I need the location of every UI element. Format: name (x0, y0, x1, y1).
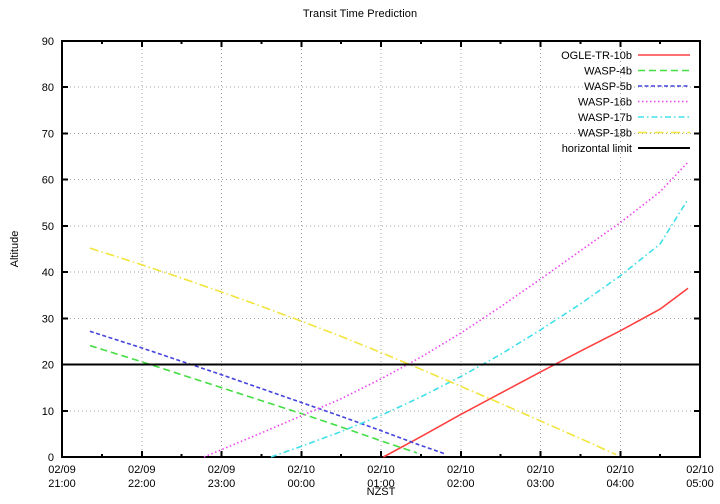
y-tick-label: 40 (42, 267, 54, 279)
x-tick-label-time: 22:00 (128, 478, 156, 490)
x-tick-label-date: 02/10 (287, 464, 315, 476)
x-tick-label-time: 23:00 (208, 478, 236, 490)
plot-frame (61, 40, 701, 458)
y-axis-tick-labels: 0 10 20 30 40 50 60 70 80 90 (42, 36, 54, 464)
x-tick-label-date: 02/09 (208, 464, 236, 476)
y-tick-label: 50 (42, 221, 54, 233)
legend-label-4: WASP-17b (578, 112, 632, 124)
y-tick-label: 30 (42, 313, 54, 325)
y-tick-label: 80 (42, 82, 54, 94)
x-tick-label-time: 01:00 (367, 478, 395, 490)
y-axis-label: Altitude (9, 231, 21, 268)
legend-label-2: WASP-5b (584, 81, 632, 93)
y-tick-label: 90 (42, 36, 54, 48)
legend-label-5: WASP-18b (578, 128, 632, 140)
x-tick-label-time: 03:00 (527, 478, 555, 490)
x-tick-label-time: 21:00 (48, 478, 76, 490)
data-series-layer (62, 161, 700, 458)
x-axis-label: NZST (367, 486, 396, 498)
series-line-4 (270, 198, 689, 458)
x-axis-tick-labels: 02/09 21:00 02/09 22:00 02/09 23:00 02/10 00:00… (48, 464, 714, 490)
series-line-0 (383, 287, 689, 458)
x-tick-label-date: 02/09 (128, 464, 156, 476)
series-line-1 (89, 344, 418, 454)
y-tick-label: 60 (42, 175, 54, 187)
x-tick-label-date: 02/10 (686, 464, 714, 476)
chart-title: Transit Time Prediction (302, 8, 418, 20)
x-tick-label-date: 02/10 (367, 464, 395, 476)
legend-label-3: WASP-16b (578, 97, 632, 109)
y-tick-label: 10 (42, 406, 54, 418)
x-tick-label-time: 00:00 (287, 478, 315, 490)
series-line-5 (89, 247, 617, 456)
x-tick-label-date: 02/10 (447, 464, 475, 476)
series-line-3 (203, 161, 689, 458)
legend-label-1: WASP-4b (584, 66, 632, 78)
x-tick-label-date: 02/10 (606, 464, 634, 476)
chart-legend: OGLE-TR-10b WASP-4b WASP-5b WASP-16b WASP-17… (561, 50, 690, 155)
y-tick-label: 0 (48, 452, 54, 464)
x-tick-label-date: 02/10 (527, 464, 555, 476)
axis-names: NZST Altitude (9, 231, 396, 498)
legend-label-6: horizontal limit (562, 143, 632, 155)
series-line-2 (89, 330, 446, 455)
x-tick-label-time: 04:00 (606, 478, 634, 490)
y-tick-label: 70 (42, 128, 54, 140)
grid-lines (62, 40, 700, 457)
legend-label-0: OGLE-TR-10b (561, 50, 632, 62)
x-tick-label-time: 05:00 (686, 478, 714, 490)
y-tick-label: 20 (42, 360, 54, 372)
x-tick-label-time: 02:00 (447, 478, 475, 490)
x-tick-label-date: 02/09 (48, 464, 76, 476)
